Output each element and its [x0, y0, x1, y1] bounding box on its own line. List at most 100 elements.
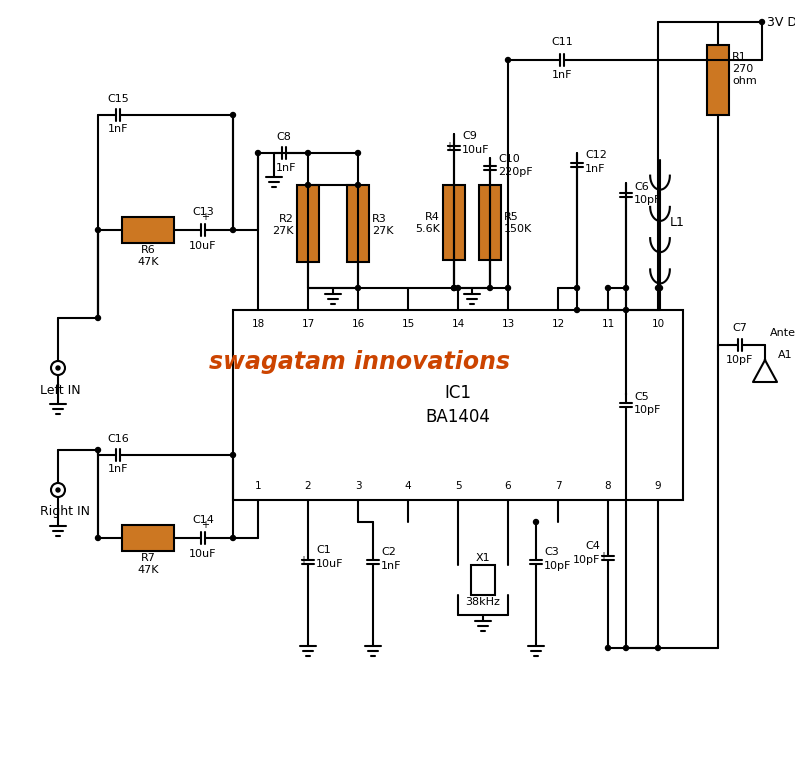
Bar	[479, 185, 501, 260]
Text: R1: R1	[732, 52, 747, 62]
Text: 10uF: 10uF	[189, 549, 217, 559]
Text: C1: C1	[316, 545, 331, 555]
Text: 18: 18	[251, 319, 265, 329]
Text: C8: C8	[277, 132, 292, 142]
Text: 10: 10	[651, 319, 665, 329]
Circle shape	[575, 307, 580, 313]
Circle shape	[657, 285, 662, 291]
Text: 5.6K: 5.6K	[415, 225, 440, 235]
Text: 12: 12	[552, 319, 564, 329]
Bar	[471, 565, 495, 595]
Bar	[122, 217, 174, 243]
Circle shape	[95, 447, 100, 453]
Text: 15: 15	[401, 319, 415, 329]
Text: 9: 9	[655, 481, 661, 491]
Text: 270: 270	[732, 64, 753, 74]
Circle shape	[506, 285, 510, 291]
Text: 1nF: 1nF	[585, 164, 606, 174]
Text: Left IN: Left IN	[40, 384, 80, 397]
Text: 47K: 47K	[138, 565, 159, 575]
Text: C9: C9	[462, 131, 477, 141]
Text: 6: 6	[505, 481, 511, 491]
Circle shape	[355, 182, 360, 188]
Circle shape	[533, 519, 538, 525]
Text: 1: 1	[254, 481, 262, 491]
Circle shape	[95, 535, 100, 540]
Text: 17: 17	[301, 319, 315, 329]
Circle shape	[95, 316, 100, 320]
Text: 27K: 27K	[273, 226, 294, 236]
Text: 13: 13	[502, 319, 514, 329]
Circle shape	[452, 285, 456, 291]
Text: 38kHz: 38kHz	[466, 597, 500, 607]
Text: 4: 4	[405, 481, 411, 491]
Text: R3: R3	[372, 213, 386, 223]
Text: R5: R5	[504, 211, 519, 222]
Circle shape	[487, 285, 492, 291]
Text: +: +	[599, 551, 607, 561]
Circle shape	[623, 646, 629, 650]
Circle shape	[231, 453, 235, 457]
Circle shape	[56, 366, 60, 370]
Text: 7: 7	[555, 481, 561, 491]
Circle shape	[506, 58, 510, 63]
Bar	[233, 310, 683, 500]
Text: 5: 5	[455, 481, 461, 491]
Text: +: +	[201, 212, 209, 222]
Circle shape	[231, 113, 235, 117]
Circle shape	[231, 228, 235, 232]
Bar	[297, 185, 319, 262]
Text: C10: C10	[498, 154, 520, 164]
Text: C5: C5	[634, 392, 649, 402]
Text: 10pF: 10pF	[544, 561, 572, 571]
Text: 10uF: 10uF	[316, 559, 343, 569]
Circle shape	[355, 151, 360, 155]
Circle shape	[56, 488, 60, 492]
Text: L1: L1	[670, 216, 684, 229]
Text: C3: C3	[544, 547, 559, 557]
Text: 10pF: 10pF	[727, 355, 754, 365]
Text: C14: C14	[192, 515, 214, 525]
Bar	[122, 525, 174, 551]
Circle shape	[51, 361, 65, 375]
Text: 16: 16	[351, 319, 365, 329]
Circle shape	[305, 151, 311, 155]
Text: C6: C6	[634, 182, 649, 192]
Text: 10uF: 10uF	[462, 145, 490, 155]
Text: 2: 2	[304, 481, 312, 491]
Circle shape	[656, 285, 661, 291]
Text: 220pF: 220pF	[498, 167, 533, 177]
Circle shape	[51, 483, 65, 497]
Text: C4: C4	[585, 541, 600, 551]
Circle shape	[575, 285, 580, 291]
Text: 1nF: 1nF	[381, 561, 401, 571]
Text: 1nF: 1nF	[108, 464, 128, 474]
Text: C7: C7	[732, 323, 747, 333]
Text: IC1: IC1	[444, 384, 471, 402]
Text: 3: 3	[355, 481, 361, 491]
Circle shape	[452, 285, 456, 291]
Text: 3V DC: 3V DC	[767, 15, 795, 29]
Circle shape	[606, 285, 611, 291]
Text: 47K: 47K	[138, 257, 159, 267]
Circle shape	[759, 20, 765, 24]
Text: 1nF: 1nF	[552, 70, 572, 80]
Text: 10pF: 10pF	[572, 555, 600, 565]
Text: C16: C16	[107, 434, 129, 444]
Text: R6: R6	[141, 245, 155, 255]
Text: C2: C2	[381, 547, 396, 557]
Circle shape	[456, 285, 460, 291]
Text: 10uF: 10uF	[189, 241, 217, 251]
Text: Antenna: Antenna	[770, 328, 795, 338]
Text: +: +	[445, 141, 453, 151]
Bar	[707, 45, 729, 115]
Text: C12: C12	[585, 150, 607, 160]
Text: swagatam innovations: swagatam innovations	[209, 350, 510, 374]
Text: C13: C13	[192, 207, 214, 217]
Circle shape	[255, 151, 261, 155]
Text: BA1404: BA1404	[425, 408, 491, 426]
Text: 10pF: 10pF	[634, 405, 661, 415]
Text: +: +	[201, 520, 209, 530]
Circle shape	[656, 646, 661, 650]
Text: +: +	[299, 555, 307, 565]
